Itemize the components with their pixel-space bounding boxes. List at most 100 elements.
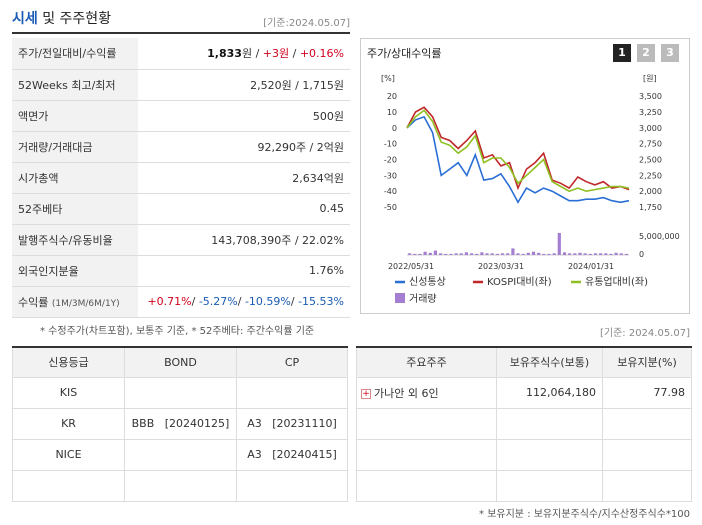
y-right-tick-label: 2,000 <box>639 187 662 196</box>
legend-label-stock: 신성통상 <box>409 276 446 288</box>
info-value: 1.76% <box>138 255 350 287</box>
volume-bar <box>593 253 598 255</box>
y-right-tick-label: 2,750 <box>639 140 662 149</box>
info-value: 2,520원 / 1,715원 <box>138 69 350 101</box>
volume-bar <box>578 252 582 255</box>
info-value: 1,833원 / +3원 / +0.16% <box>138 38 350 70</box>
info-value: 500원 <box>138 100 350 132</box>
info-row: 52Weeks 최고/최저 2,520원 / 1,715원 <box>12 69 350 101</box>
major-shareholders-table: 주요주주 보유주식수(보통) 보유지분(%) + 가나안 외 6인 112,064,… <box>356 346 692 502</box>
table-row <box>356 469 692 502</box>
volume-bar <box>619 253 623 255</box>
base-date-right: [기준: 2024.05.07] <box>599 328 690 339</box>
legend-swatch-volume <box>395 293 405 303</box>
y-right-tick-label: 2,250 <box>639 171 662 180</box>
y-left-tick-label: -40 <box>384 187 397 196</box>
credit-cell: KIS <box>12 376 125 409</box>
base-date: [기준:2024.05.07] <box>263 18 350 29</box>
volume-bar <box>547 253 551 255</box>
holder-ratio-cell <box>602 469 692 502</box>
y-right-tick-label: 2,500 <box>639 156 662 165</box>
expand-plus-icon[interactable]: + <box>361 388 371 399</box>
volume-bar <box>583 253 587 255</box>
info-label: 거래량/거래대금 <box>12 131 138 163</box>
credit-header-bond: BOND <box>124 346 237 378</box>
info-label: 52주베타 <box>12 193 138 225</box>
holder-header-shares: 보유주식수(보통) <box>496 346 603 378</box>
volume-bar <box>588 253 592 255</box>
x-tick-label: 2023/03/31 <box>478 262 524 271</box>
chart-panel: 주가/상대수익률 1 2 3 [%] [원] 20 10 0 -10 -20 -30 -40 -5… <box>360 38 690 314</box>
header-divider <box>12 32 350 34</box>
volume-bar <box>495 253 499 255</box>
volume-bar <box>609 253 613 255</box>
volume-bar <box>413 253 417 255</box>
info-row: 주가/전일대비/수익률 1,833원 / +3원 / +0.16% <box>12 38 350 70</box>
volume-bar <box>557 233 561 255</box>
credit-cell <box>124 469 237 502</box>
volume-bar <box>500 253 505 255</box>
series-line-1 <box>406 115 630 204</box>
legend-label-kospi: KOSPI대비(좌) <box>487 276 552 288</box>
volume-bar <box>506 253 510 255</box>
series-line-3 <box>406 109 630 193</box>
holder-shares-cell <box>496 469 603 502</box>
footnote-right: * 보유지분 : 보유지분주식수/지수산정주식수*100 <box>479 509 690 520</box>
credit-cell <box>12 469 125 502</box>
info-label: 발행주식수/유동비율 <box>12 224 138 256</box>
y-right-tick-label: 3,250 <box>639 108 662 117</box>
volume-bar <box>562 252 567 256</box>
volume-tick-label: 5,000,000 <box>639 232 680 241</box>
volume-zero-label: 0 <box>639 250 644 259</box>
volume-bar <box>490 253 494 255</box>
volume-bar <box>573 253 577 255</box>
info-row: 외국인지분율 1.76% <box>12 255 350 287</box>
y-left-tick-label: -30 <box>384 171 397 180</box>
credit-cell <box>124 376 237 409</box>
legend-label-industry: 유통업대비(좌) <box>585 275 648 288</box>
credit-cell <box>236 469 348 502</box>
holder-shares-cell <box>496 407 603 440</box>
volume-bar <box>475 253 479 255</box>
volume-bar <box>418 253 422 255</box>
table-row <box>356 407 692 440</box>
x-tick-label: 2022/05/31 <box>388 262 434 271</box>
y-left-tick-label: -50 <box>384 203 397 212</box>
info-label: 주가/전일대비/수익률 <box>12 38 138 70</box>
y-right-tick-label: 3,000 <box>639 124 662 133</box>
holder-ratio-cell <box>602 407 692 440</box>
info-label: 수익률 (1M/3M/6M/1Y) <box>12 286 138 318</box>
info-label: 52Weeks 최고/최저 <box>12 69 138 101</box>
volume-bar <box>526 252 530 255</box>
credit-cell: A3 [20240415] <box>236 438 348 471</box>
credit-header-rating: 신용등급 <box>12 346 125 378</box>
volume-bar <box>449 253 453 255</box>
chart-page-2-button[interactable]: 2 <box>637 44 655 62</box>
holder-name-cell <box>356 407 497 440</box>
legend-label-volume: 거래량 <box>409 293 437 305</box>
credit-cell: NICE <box>12 438 125 471</box>
holder-shares-cell <box>496 438 603 471</box>
volume-bar <box>459 253 463 255</box>
market-info-table: 주가/전일대비/수익률 1,833원 / +3원 / +0.16% 52Weeks … <box>12 38 350 318</box>
table-row: KR BBB [20240125] A3 [20231110] <box>12 407 348 440</box>
info-row: 거래량/거래대금 92,290주 / 2억원 <box>12 131 350 163</box>
volume-bar <box>464 252 468 256</box>
chart-page-3-button[interactable]: 3 <box>661 44 679 62</box>
credit-cell: A3 [20231110] <box>236 407 348 440</box>
volume-bar <box>552 253 556 255</box>
info-row: 수익률 (1M/3M/6M/1Y) +0.71%/ -5.27%/ -10.59%… <box>12 286 350 318</box>
chart-page-1-button[interactable]: 1 <box>613 44 631 62</box>
x-tick-label: 2024/01/31 <box>568 262 614 271</box>
volume-bar <box>604 253 608 255</box>
volume-bar <box>537 252 541 255</box>
volume-bar <box>485 253 489 255</box>
y-left-tick-label: -20 <box>384 156 397 165</box>
volume-bar <box>511 248 515 255</box>
volume-bar <box>423 251 427 255</box>
holder-ratio-cell <box>602 438 692 471</box>
info-row: 시가총액 2,634억원 <box>12 162 350 194</box>
footnote-left: * 수정주가(차트포함), 보통주 기준, * 52주베타: 주간수익률 기준 <box>40 326 315 337</box>
section-title: 시세 및 주주현황 <box>12 11 112 27</box>
price-chart: [%] [원] 20 10 0 -10 -20 -30 -40 -50 3,500 3,250 3,00… <box>381 74 680 305</box>
